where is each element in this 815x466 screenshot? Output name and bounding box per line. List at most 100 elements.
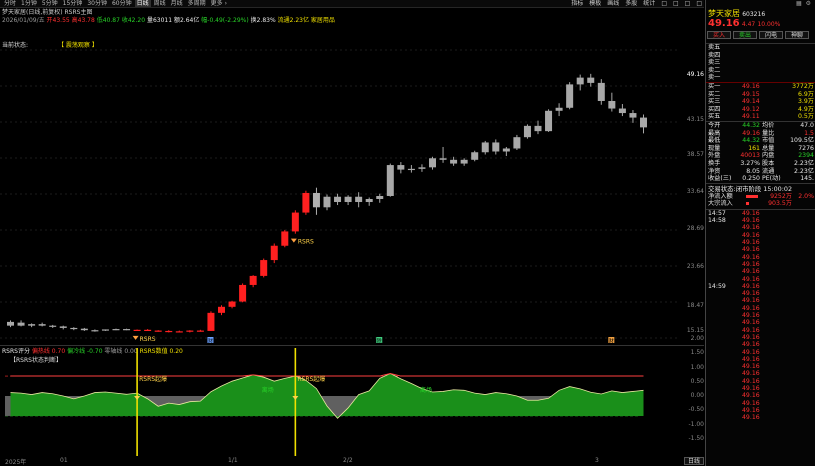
tick-row: 49.16 <box>706 297 815 304</box>
tick-row: 49.16 <box>706 224 815 231</box>
tool-icon-5[interactable]: □ <box>661 0 667 7</box>
tick-time <box>708 414 742 421</box>
candle <box>291 210 299 234</box>
tick-time <box>708 356 742 363</box>
candle <box>597 79 605 105</box>
info-close: 收42.20 <box>121 17 146 24</box>
sub-legend-item: 零轴线 0.00 <box>104 348 140 355</box>
candlestick-chart[interactable]: RSRS RSRS 财 除 财 <box>0 25 680 345</box>
tool-icon-7[interactable]: □ <box>684 0 691 7</box>
event-mark[interactable] <box>376 337 383 343</box>
tick-row: 14:57 49.16 <box>706 210 815 217</box>
net-inflow-bar <box>746 194 758 198</box>
tick-time <box>708 385 742 392</box>
tick-time <box>708 290 742 297</box>
buy-order-row: 买一 49.16 3772万 <box>706 83 815 91</box>
stock-name-row: 梦天家居 603216 <box>706 9 815 18</box>
stat-label: 最高 <box>708 129 721 137</box>
candle <box>80 327 88 331</box>
tick-price: 49.16 <box>742 370 760 378</box>
event-mark-label: 财 <box>609 338 614 345</box>
tick-price: 49.16 <box>742 319 760 327</box>
candle <box>481 140 489 155</box>
order-price: 49.11 <box>742 113 760 121</box>
order-volume: 3772万 <box>792 82 814 90</box>
trade-button-0[interactable]: 买入 <box>707 30 731 39</box>
order-price: 49.16 <box>742 82 760 90</box>
grid-icon[interactable]: ▦ <box>795 0 802 7</box>
tool-icon-6[interactable]: □ <box>672 0 679 7</box>
menu-item-5[interactable]: 60分钟 <box>111 0 132 7</box>
candle <box>239 283 247 303</box>
tool-3[interactable]: 多股 <box>625 0 638 7</box>
tool-1[interactable]: 模板 <box>589 0 602 7</box>
stat-value: 8.05 <box>746 167 760 175</box>
menu-item-2[interactable]: 5分钟 <box>41 0 58 7</box>
candle <box>640 114 647 134</box>
tick-time <box>708 400 742 407</box>
stat-value: 49.16 <box>742 129 760 137</box>
candle <box>175 330 183 333</box>
settings-icon[interactable]: ⚙ <box>805 0 811 7</box>
menu-item-10[interactable]: 更多 › <box>210 0 227 7</box>
stat-value: 2394 <box>798 152 814 160</box>
tick-row: 49.16 <box>706 305 815 312</box>
trade-button-3[interactable]: 神聊 <box>785 30 809 39</box>
candle <box>123 328 131 331</box>
candle <box>7 320 14 328</box>
tick-price: 49.16 <box>742 282 760 290</box>
tick-row: 14:58 49.16 <box>706 217 815 224</box>
event-mark[interactable] <box>608 337 615 343</box>
tick-row: 49.16 <box>706 341 815 348</box>
price-axis-label: 15.15 <box>686 327 704 335</box>
order-volume: 3.9万 <box>797 98 814 106</box>
trade-button-2[interactable]: 闪电 <box>759 30 783 39</box>
stat-value: 145. <box>800 175 814 183</box>
sell-order-row: 卖三 <box>706 59 815 67</box>
price-axis-label: 43.15 <box>686 116 704 124</box>
menu-item-4[interactable]: 30分钟 <box>87 0 107 7</box>
tick-row: 49.16 <box>706 319 815 326</box>
price-axis-label: 18.47 <box>686 302 704 310</box>
candle <box>418 164 426 172</box>
sub-legend-item: 偏热线 0.70 <box>31 348 68 355</box>
tool-4[interactable]: 统计 <box>643 0 656 7</box>
info-float: 流通2.23亿 家居用品 <box>277 17 335 24</box>
candle <box>38 322 46 327</box>
order-level: 买三 <box>708 98 721 106</box>
candle <box>312 187 320 215</box>
tool-0[interactable]: 指标 <box>571 0 584 7</box>
menu-item-3[interactable]: 15分钟 <box>62 0 83 7</box>
menu-item-7[interactable]: 周线 <box>153 0 166 7</box>
tool-icon-8[interactable]: □ <box>696 0 702 7</box>
menu-item-9[interactable]: 多周期 <box>187 0 206 7</box>
order-volume: 4.9万 <box>797 105 814 113</box>
tick-time <box>708 246 742 253</box>
tick-row: 49.16 <box>706 414 815 421</box>
candle <box>608 92 616 112</box>
candle <box>566 82 574 110</box>
trade-button-1[interactable]: 卖出 <box>733 30 757 39</box>
tick-price: 49.16 <box>742 290 760 298</box>
candle <box>407 165 415 173</box>
candle <box>439 146 447 163</box>
event-mark-label: 财 <box>208 338 213 345</box>
menu-item-0[interactable]: 分时 <box>4 0 17 7</box>
candle <box>281 229 289 248</box>
order-price: 49.14 <box>742 98 760 106</box>
menu-item-6[interactable]: 日线 <box>134 0 151 7</box>
period-button[interactable]: 日线 <box>684 457 705 465</box>
menu-item-1[interactable]: 1分钟 <box>21 0 37 7</box>
candle <box>545 109 553 132</box>
menu-item-8[interactable]: 月线 <box>170 0 183 7</box>
sub-subtitle: 【RSRS状态判断】 <box>10 357 62 364</box>
order-price <box>742 52 778 60</box>
tick-row: 49.16 <box>706 254 815 261</box>
candle <box>534 120 542 135</box>
tool-2[interactable]: 画线 <box>607 0 620 7</box>
tick-time <box>708 392 742 399</box>
panel-icons: ▦ ⚙ <box>706 0 815 9</box>
event-mark[interactable] <box>207 337 214 343</box>
tick-price: 49.16 <box>742 377 760 385</box>
